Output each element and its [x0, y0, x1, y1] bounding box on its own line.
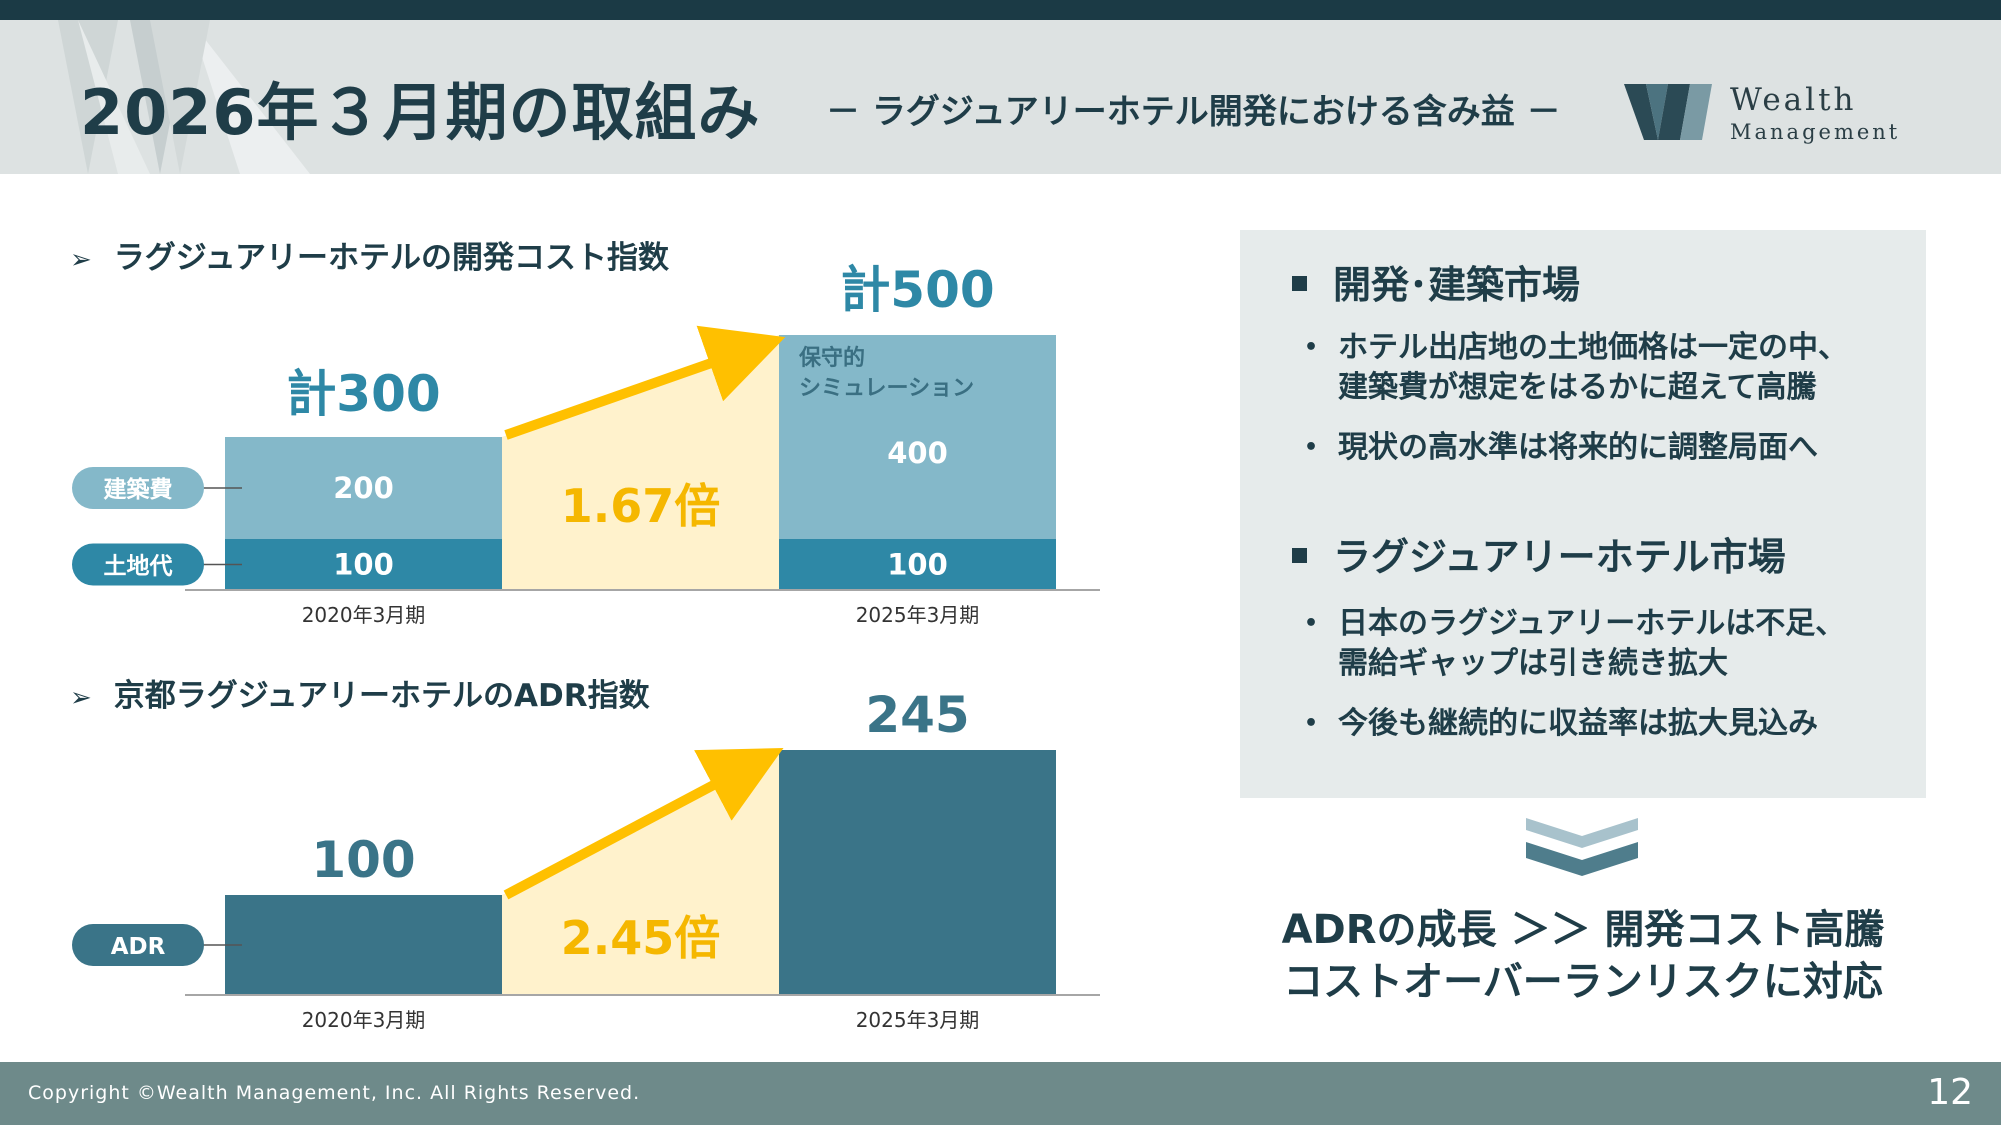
arrowhead-bullet-icon: ➢	[70, 245, 92, 275]
adr-index-chart: 100 2020年3月期 245 2025年3月期 2.45倍 ADR	[72, 686, 1100, 1032]
x-tick-label: 2025年3月期	[856, 1008, 980, 1032]
bullet-dot-icon: •	[1304, 711, 1319, 736]
adr-value-label: 100	[311, 831, 415, 889]
logo-text-wealth: Wealth	[1730, 82, 1857, 118]
logo-text-management: Management	[1730, 120, 1901, 144]
construction-legend-pill	[72, 467, 204, 509]
panel-bullet-line: ホテル出店地の土地価格は一定の中、	[1338, 330, 1848, 365]
logo-mark-icon	[1624, 84, 1712, 140]
adr-bar	[225, 895, 502, 995]
panel-heading-construction: 開発･建築市場	[1292, 254, 1580, 309]
conservative-note-line1: 保守的	[798, 345, 865, 371]
conclusion-line1: ADRの成長 ＞＞ 開発コスト高騰	[1281, 907, 1885, 953]
square-bullet-icon	[1292, 276, 1307, 291]
x-tick-label: 2020年3月期	[302, 603, 426, 627]
square-bullet-icon	[1292, 548, 1307, 563]
panel-bullet-line: 今後も継続的に収益率は拡大見込み	[1338, 706, 1818, 741]
page-subtitle: － ラグジュアリーホテル開発における含み益 －	[826, 92, 1561, 132]
double-chevron-down-icon	[1526, 818, 1638, 876]
panel-bullet-line: 需給ギャップは引き続き拡大	[1338, 646, 1728, 681]
panel-heading-construction-text: 開発･建築市場	[1333, 263, 1581, 307]
conservative-note-line2: シミュレーション	[799, 376, 974, 401]
panel-heading-luxury-text: ラグジュアリーホテル市場	[1333, 535, 1786, 579]
total-label-2020: 計300	[286, 365, 440, 423]
adr-section-heading: ➢ 京都ラグジュアリーホテルのADR指数	[70, 670, 650, 715]
cost-multiplier-label: 1.67倍	[561, 479, 721, 533]
construction-cost-value-label: 400	[887, 436, 948, 470]
adr-legend-pill	[72, 924, 204, 966]
page-number: 12	[1927, 1072, 1973, 1113]
bullet-dot-icon: •	[1304, 435, 1319, 460]
growth-highlight-area	[502, 335, 779, 590]
header-decoration	[58, 20, 310, 174]
panel-bullet-line: 現状の高水準は将来的に調整局面へ	[1338, 430, 1818, 465]
construction-cost-bar	[779, 335, 1056, 539]
panel-bullet-line: 日本のラグジュアリーホテルは不足、	[1338, 606, 1846, 641]
page-title: 2026年３月期の取組み	[80, 76, 761, 149]
bullet-dot-icon: •	[1304, 611, 1319, 636]
panel-bullet: • 今後も継続的に収益率は拡大見込み	[1304, 704, 1818, 744]
land-cost-bar	[225, 539, 502, 590]
panel-bullet: • 日本のラグジュアリーホテルは不足、 需給ギャップは引き続き拡大	[1304, 604, 1845, 684]
adr-section-heading-text: 京都ラグジュアリーホテルのADR指数	[113, 678, 650, 714]
construction-cost-value-label: 200	[333, 471, 394, 505]
total-label-2025: 計500	[840, 261, 994, 319]
header: 2026年３月期の取組み － ラグジュアリーホテル開発における含み益 － Wea…	[0, 20, 2001, 174]
cost-section-heading-text: ラグジュアリーホテルの開発コスト指数	[113, 240, 670, 276]
arrowhead-bullet-icon: ➢	[70, 683, 92, 713]
conclusion: ADRの成長 ＞＞ 開発コスト高騰 コストオーバーランリスクに対応	[1240, 904, 1926, 1008]
growth-arrow	[503, 747, 784, 900]
copyright-text: Copyright ©Wealth Management, Inc. All R…	[28, 1082, 641, 1104]
land-legend-pill-label: 土地代	[104, 554, 173, 580]
footer: Copyright ©Wealth Management, Inc. All R…	[0, 1062, 2001, 1125]
cost-index-chart: 100 200 2020年3月期 100 400 2025年3月期 計300 計500 保守的シ…	[72, 261, 1100, 627]
cost-section-heading: ➢ ラグジュアリーホテルの開発コスト指数	[70, 232, 669, 277]
growth-arrow	[504, 325, 786, 440]
company-logo: Wealth Management	[1624, 64, 1924, 154]
panel-bullet: • ホテル出店地の土地価格は一定の中、 建築費が想定をはるかに超えて高騰	[1304, 328, 1848, 408]
adr-legend-pill-label: ADR	[111, 934, 166, 960]
bullet-dot-icon: •	[1304, 335, 1319, 360]
panel-bullet: • 現状の高水準は将来的に調整局面へ	[1304, 428, 1818, 468]
land-cost-value-label: 100	[333, 548, 394, 582]
panel-heading-luxury: ラグジュアリーホテル市場	[1292, 526, 1786, 581]
construction-legend-pill-label: 建築費	[104, 476, 173, 503]
land-cost-bar	[779, 539, 1056, 590]
adr-bar	[779, 750, 1056, 995]
market-panel: 開発･建築市場 • ホテル出店地の土地価格は一定の中、 建築費が想定をはるかに超…	[1240, 230, 1926, 798]
panel-bullet-line: 建築費が想定をはるかに超えて高騰	[1338, 370, 1817, 405]
adr-value-label: 245	[865, 686, 969, 744]
land-cost-value-label: 100	[887, 548, 948, 582]
adr-multiplier-label: 2.45倍	[561, 911, 721, 965]
top-bar	[0, 0, 2001, 20]
x-tick-label: 2020年3月期	[302, 1008, 426, 1032]
charts-canvas: 100 200 2020年3月期 100 400 2025年3月期 計300 計500 保守的シ…	[72, 261, 1100, 1032]
land-legend-pill	[72, 543, 204, 586]
x-tick-label: 2025年3月期	[856, 603, 980, 627]
conclusion-line2: コストオーバーランリスクに対応	[1283, 959, 1883, 1005]
construction-cost-bar	[225, 437, 502, 539]
